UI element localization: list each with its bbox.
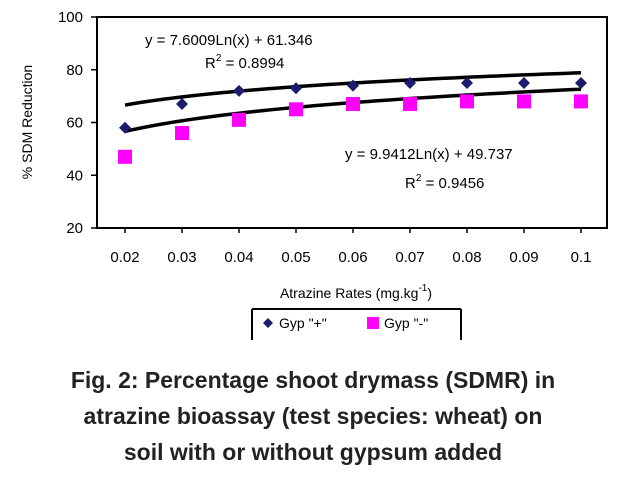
x-tick-label: 0.06 xyxy=(338,249,367,266)
legend-marker-gyp-minus xyxy=(367,317,379,329)
y-tick-label: 80 xyxy=(66,62,83,79)
point-gyp-plus xyxy=(518,76,530,89)
point-gyp-minus xyxy=(118,149,132,164)
legend-label-gyp-plus: Gyp "+" xyxy=(279,315,327,331)
x-tick-label: 0.1 xyxy=(571,249,592,266)
point-gyp-plus xyxy=(290,82,302,95)
x-axis-ticks: 0.02 0.03 0.04 0.05 0.06 0.07 0.08 0.09 0.1 xyxy=(110,228,591,266)
y-tick-label: 60 xyxy=(66,115,83,132)
point-gyp-minus xyxy=(403,97,417,112)
trend-equation-gyp-minus: y = 9.9412Ln(x) + 49.737 xyxy=(345,146,513,163)
point-gyp-plus xyxy=(119,121,131,134)
point-gyp-plus xyxy=(233,84,245,97)
y-tick-label: 100 xyxy=(58,9,83,26)
x-tick-label: 0.03 xyxy=(167,249,196,266)
y-axis-ticks: 100 80 60 40 20 xyxy=(58,9,97,237)
caption-line-3: soil with or without gypsum added xyxy=(123,439,503,465)
x-tick-label: 0.08 xyxy=(452,249,481,266)
figure-caption: Fig. 2: Percentage shoot drymass (SDMR) … xyxy=(0,362,626,470)
y-tick-label: 20 xyxy=(66,220,83,237)
caption-line-1: Fig. 2: Percentage shoot drymass (SDMR) … xyxy=(70,367,556,393)
point-gyp-minus xyxy=(232,112,246,127)
legend-marker-gyp-plus xyxy=(263,318,273,328)
x-axis-title: Atrazine Rates (mg.kg-1) xyxy=(280,283,432,301)
data-points xyxy=(118,76,588,164)
point-gyp-plus xyxy=(461,76,473,89)
point-gyp-plus xyxy=(575,76,587,89)
point-gyp-minus xyxy=(460,94,474,109)
point-gyp-plus xyxy=(176,98,188,111)
y-tick-label: 40 xyxy=(66,167,83,184)
point-gyp-plus xyxy=(347,79,359,92)
point-gyp-minus xyxy=(175,126,189,141)
x-tick-label: 0.09 xyxy=(509,249,538,266)
legend: Gyp "+" Gyp "-" xyxy=(251,308,462,340)
x-tick-label: 0.07 xyxy=(395,249,424,266)
trend-r2-gyp-minus: R2 = 0.9456 xyxy=(405,173,484,192)
point-gyp-minus xyxy=(289,102,303,117)
x-tick-label: 0.04 xyxy=(224,249,253,266)
point-gyp-minus xyxy=(517,94,531,109)
trend-r2-gyp-plus: R2 = 0.8994 xyxy=(205,53,284,72)
legend-label-gyp-minus: Gyp "-" xyxy=(384,315,428,331)
point-gyp-minus xyxy=(346,97,360,112)
y-axis-title: % SDM Reduction xyxy=(19,65,35,179)
point-gyp-plus xyxy=(404,76,416,89)
x-tick-label: 0.02 xyxy=(110,249,139,266)
point-gyp-minus xyxy=(574,94,588,109)
chart: 100 80 60 40 20 0.02 0.03 0.04 0.05 0.06 0.07 0.08… xyxy=(19,9,608,340)
caption-line-2: atrazine bioassay (test species: wheat) … xyxy=(83,403,543,429)
x-tick-label: 0.05 xyxy=(281,249,310,266)
trend-equation-gyp-plus: y = 7.6009Ln(x) + 61.346 xyxy=(145,32,313,49)
